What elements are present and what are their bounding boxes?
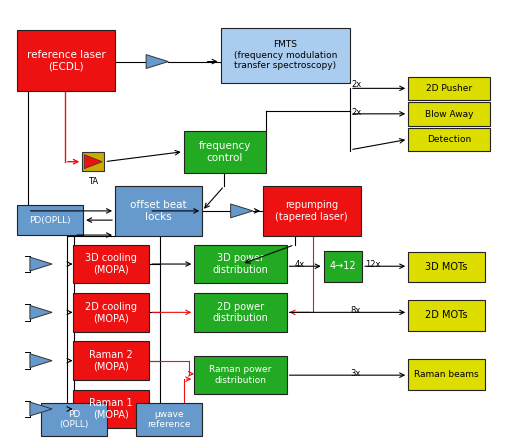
- FancyBboxPatch shape: [408, 300, 485, 331]
- FancyBboxPatch shape: [73, 390, 149, 428]
- Polygon shape: [30, 257, 52, 271]
- FancyBboxPatch shape: [194, 245, 287, 283]
- Text: 4→12: 4→12: [330, 261, 356, 271]
- Text: Raman 1
(MOPA): Raman 1 (MOPA): [89, 398, 133, 420]
- Text: frequency
control: frequency control: [199, 141, 251, 163]
- FancyBboxPatch shape: [194, 356, 287, 395]
- Text: FMTS
(frequency modulation
transfer spectroscopy): FMTS (frequency modulation transfer spec…: [234, 40, 337, 70]
- FancyBboxPatch shape: [408, 359, 485, 390]
- FancyBboxPatch shape: [408, 103, 490, 126]
- FancyBboxPatch shape: [184, 131, 266, 173]
- Polygon shape: [230, 204, 253, 218]
- FancyBboxPatch shape: [136, 403, 202, 436]
- Text: Raman beams: Raman beams: [414, 370, 479, 379]
- FancyBboxPatch shape: [17, 205, 83, 235]
- FancyBboxPatch shape: [73, 245, 149, 283]
- FancyBboxPatch shape: [263, 186, 361, 236]
- Text: Raman power
distribution: Raman power distribution: [209, 366, 271, 385]
- FancyBboxPatch shape: [73, 293, 149, 332]
- Polygon shape: [30, 402, 52, 416]
- Text: 3D cooling
(MOPA): 3D cooling (MOPA): [85, 253, 137, 275]
- FancyBboxPatch shape: [408, 77, 490, 100]
- FancyBboxPatch shape: [73, 341, 149, 380]
- Text: Blow Away: Blow Away: [425, 110, 473, 118]
- Text: PD
(OPLL): PD (OPLL): [59, 410, 89, 430]
- Text: 2D power
distribution: 2D power distribution: [212, 301, 268, 323]
- Text: PD(OPLL): PD(OPLL): [29, 216, 71, 225]
- Text: offset beat
locks: offset beat locks: [130, 200, 187, 222]
- Text: 12x: 12x: [365, 259, 380, 269]
- FancyBboxPatch shape: [194, 293, 287, 332]
- Text: 2x: 2x: [351, 80, 361, 89]
- Text: μwave
reference: μwave reference: [147, 410, 191, 430]
- Polygon shape: [84, 155, 102, 169]
- FancyBboxPatch shape: [41, 403, 107, 436]
- Text: repumping
(tapered laser): repumping (tapered laser): [276, 200, 348, 222]
- FancyBboxPatch shape: [17, 30, 115, 91]
- FancyBboxPatch shape: [408, 252, 485, 282]
- Text: 2D Pusher: 2D Pusher: [426, 84, 472, 93]
- Text: 2D cooling
(MOPA): 2D cooling (MOPA): [85, 301, 137, 323]
- Text: 4x: 4x: [295, 259, 305, 269]
- FancyBboxPatch shape: [82, 152, 105, 171]
- Polygon shape: [30, 305, 52, 319]
- Text: 2D MOTs: 2D MOTs: [425, 310, 468, 320]
- Polygon shape: [30, 354, 52, 368]
- Text: Detection: Detection: [427, 135, 471, 144]
- FancyBboxPatch shape: [408, 128, 490, 151]
- FancyBboxPatch shape: [115, 186, 202, 236]
- Text: 8x: 8x: [350, 306, 361, 315]
- Text: 2x: 2x: [351, 107, 361, 117]
- Text: 3x: 3x: [350, 370, 361, 378]
- Text: 3D power
distribution: 3D power distribution: [212, 253, 268, 275]
- Text: Raman 2
(MOPA): Raman 2 (MOPA): [89, 350, 133, 371]
- FancyBboxPatch shape: [323, 251, 362, 282]
- Text: TA: TA: [88, 177, 98, 187]
- Text: reference laser
(ECDL): reference laser (ECDL): [27, 50, 106, 72]
- Polygon shape: [146, 55, 168, 69]
- FancyBboxPatch shape: [220, 28, 350, 83]
- Text: 3D MOTs: 3D MOTs: [425, 262, 468, 272]
